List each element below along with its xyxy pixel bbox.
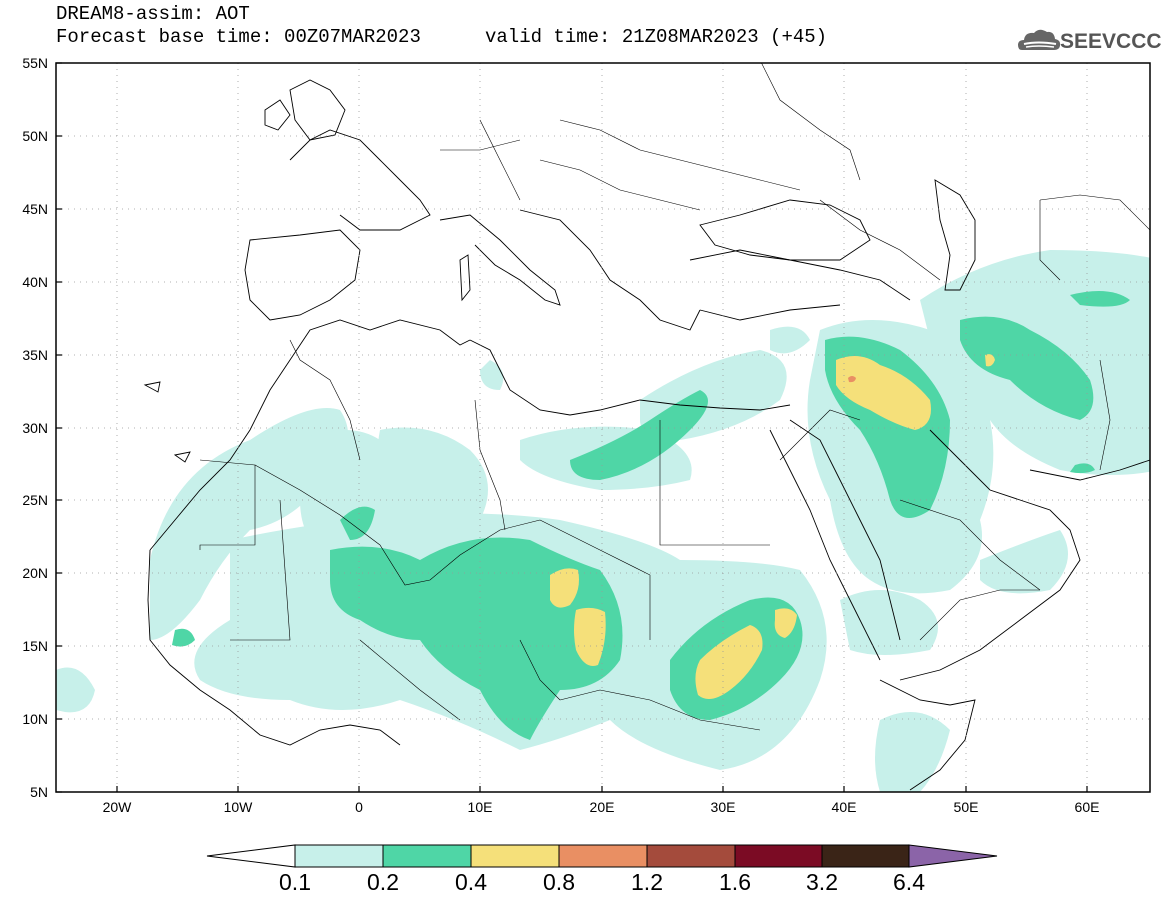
y-tick-10n: 10N	[22, 711, 48, 727]
colorbar-label-3.2: 3.2	[806, 869, 838, 895]
aot-contours	[56, 250, 1150, 792]
x-tick-10w: 10W	[224, 799, 254, 815]
x-tick-10e: 10E	[468, 799, 493, 815]
aot-level-0.8	[848, 376, 856, 383]
y-tick-labels: 55N 50N 45N 40N 35N 30N 25N 20N 15N 10N …	[22, 55, 48, 800]
x-tick-0: 0	[355, 799, 363, 815]
y-tick-25n: 25N	[22, 492, 48, 508]
colorbar-label-1.2: 1.2	[631, 869, 663, 895]
y-tick-40n: 40N	[22, 274, 48, 290]
logo-text: SEEVCCC	[1060, 30, 1162, 53]
y-tick-50n: 50N	[22, 128, 48, 144]
colorbar-label-0.1: 0.1	[279, 869, 311, 895]
colorbar-label-0.2: 0.2	[367, 869, 399, 895]
forecast-base-time: Forecast base time: 00Z07MAR2023	[56, 26, 421, 48]
colorbar-swatch-4	[646, 844, 736, 868]
map-title: DREAM8-assim: AOT	[56, 3, 250, 25]
colorbar-swatch-3	[558, 844, 648, 868]
colorbar-swatch-1	[382, 844, 472, 868]
y-tick-35n: 35N	[22, 347, 48, 363]
y-tick-20n: 20N	[22, 565, 48, 581]
y-tick-45n: 45N	[22, 201, 48, 217]
colorbar-label-1.6: 1.6	[719, 869, 751, 895]
colorbar-swatch-2	[470, 844, 560, 868]
x-tick-labels: 20W 10W 0 10E 20E 30E 40E 50E 60E	[103, 799, 1100, 815]
x-tick-20w: 20W	[103, 799, 133, 815]
y-tick-55n: 55N	[22, 55, 48, 71]
colorbar-label-0.8: 0.8	[543, 869, 575, 895]
coastlines	[143, 79, 1150, 791]
y-tick-15n: 15N	[22, 638, 48, 654]
colorbar-swatch-6	[821, 844, 910, 868]
x-tick-20e: 20E	[590, 799, 615, 815]
y-tick-5n: 5N	[30, 784, 48, 800]
colorbar-low-arrow	[206, 844, 296, 868]
valid-time: valid time: 21Z08MAR2023 (+45)	[485, 26, 828, 48]
x-tick-50e: 50E	[954, 799, 979, 815]
borders	[199, 63, 1150, 731]
y-tick-30n: 30N	[22, 420, 48, 436]
aot-level-0.4	[550, 354, 995, 699]
axis-ticks	[56, 62, 1088, 793]
colorbar-label-6.4: 6.4	[893, 869, 925, 895]
colorbar-label-0.4: 0.4	[455, 869, 487, 895]
x-tick-60e: 60E	[1075, 799, 1100, 815]
x-tick-40e: 40E	[832, 799, 857, 815]
colorbar	[206, 844, 998, 868]
grid	[56, 63, 1150, 792]
colorbar-high-arrow	[908, 844, 998, 868]
x-tick-30e: 30E	[711, 799, 736, 815]
colorbar-swatch-5	[734, 844, 823, 868]
cloud-icon	[1018, 29, 1061, 50]
colorbar-swatch-0	[294, 844, 384, 868]
